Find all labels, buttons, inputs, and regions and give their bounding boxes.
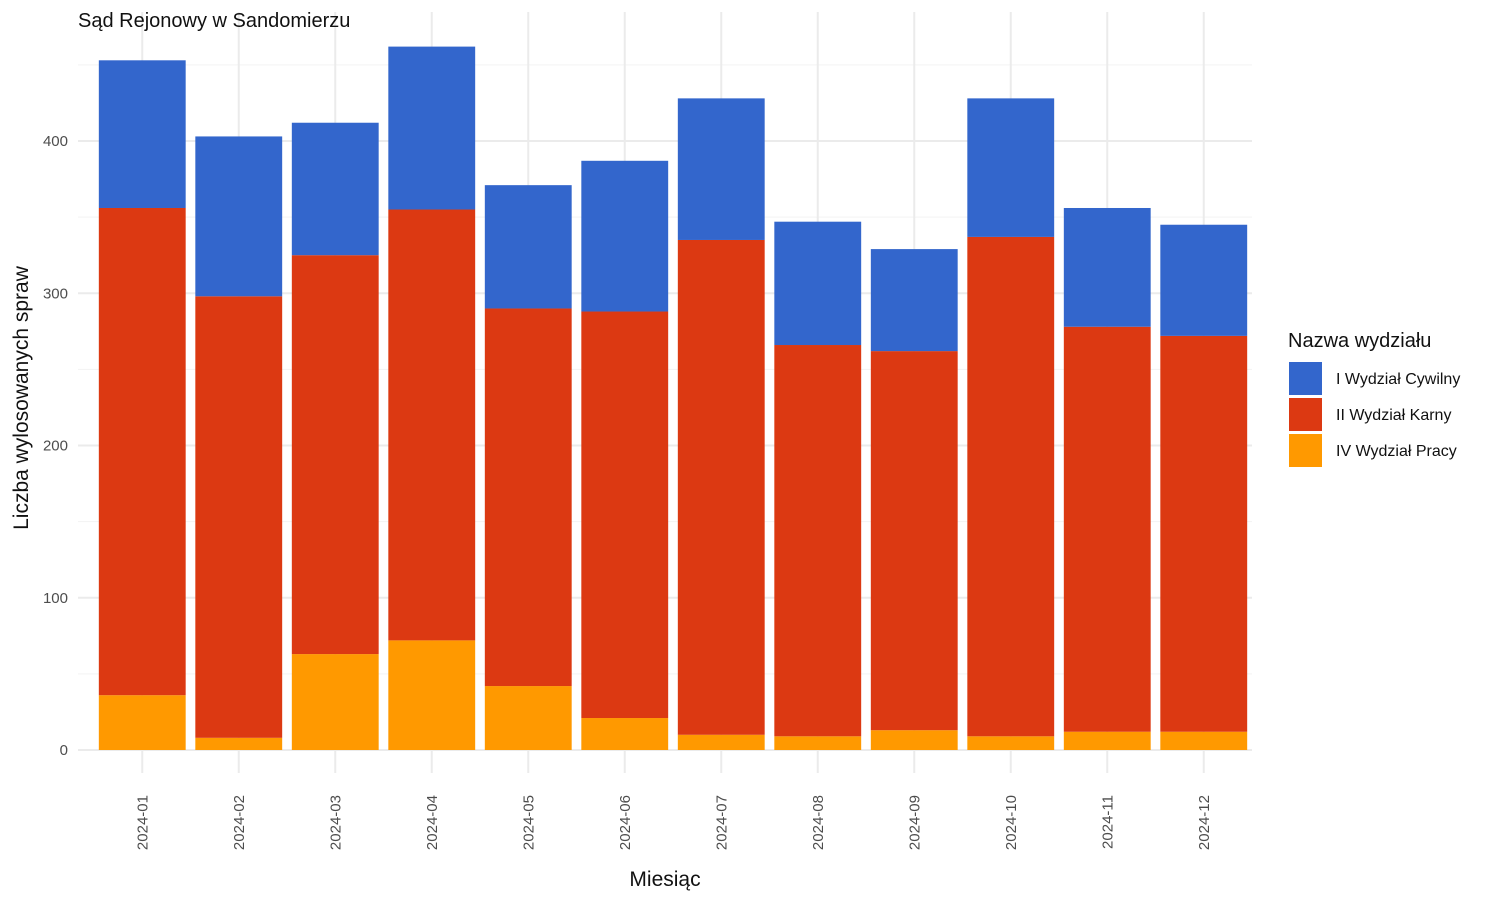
bar-segment	[195, 136, 283, 297]
bar-segment	[774, 345, 862, 737]
legend-label: I Wydział Cywilny	[1336, 371, 1460, 388]
bar-segment	[1063, 731, 1151, 750]
bar-segment	[291, 255, 379, 655]
bar-segment	[98, 695, 186, 750]
bar-segment	[1160, 731, 1248, 750]
x-axis-ticks: 2024-01 2024-02 2024-03 2024-04 2024-05 2024-…	[134, 795, 1213, 850]
bar-segment	[1160, 335, 1248, 732]
x-tick-label: 2024-12	[1196, 795, 1213, 850]
bar-segment	[677, 239, 765, 735]
bar-segment	[774, 736, 862, 750]
y-tick-label: 200	[43, 438, 68, 455]
y-axis-label: Liczba wylosowanych spraw	[10, 265, 33, 530]
bar-segment	[291, 654, 379, 750]
x-axis-label: Miesiąc	[629, 868, 700, 891]
bar-segment	[388, 209, 476, 641]
bar-segment	[1063, 326, 1151, 732]
x-tick-label: 2024-08	[810, 795, 827, 850]
x-tick-label: 2024-01	[134, 795, 151, 850]
bar-segment	[774, 221, 862, 346]
bar-segment	[291, 122, 379, 256]
bar-segment	[388, 46, 476, 210]
bar-segment	[967, 98, 1055, 237]
legend-title: Nazwa wydziału	[1288, 330, 1431, 352]
bar-segment	[1160, 224, 1248, 336]
bar-segment	[967, 236, 1055, 737]
legend-items: I Wydział Cywilny II Wydział Karny IV Wydz…	[1289, 362, 1460, 467]
bar-segment	[581, 160, 669, 312]
bar-segment	[388, 640, 476, 750]
legend: Nazwa wydziału I Wydział Cywilny II Wydzi…	[1288, 330, 1460, 467]
x-tick-label: 2024-06	[617, 795, 634, 850]
legend-swatch	[1289, 398, 1322, 431]
bars	[98, 46, 1248, 750]
y-tick-label: 100	[43, 590, 68, 607]
bar-segment	[870, 249, 958, 352]
bar-segment	[581, 311, 669, 719]
x-tick-label: 2024-05	[520, 795, 537, 850]
x-tick-label: 2024-09	[906, 795, 923, 850]
y-axis-ticks: 0 100 200 300 400	[43, 133, 68, 759]
legend-label: IV Wydział Pracy	[1336, 443, 1457, 460]
bar-segment	[870, 351, 958, 731]
chart-title: Sąd Rejonowy w Sandomierzu	[78, 10, 350, 32]
x-tick-label: 2024-03	[327, 795, 344, 850]
bar-segment	[484, 185, 572, 309]
bar-segment	[581, 718, 669, 750]
bar-segment	[195, 296, 283, 738]
bar-segment	[484, 686, 572, 750]
bar-segment	[1063, 207, 1151, 327]
legend-swatch	[1289, 434, 1322, 467]
legend-label: II Wydział Karny	[1336, 407, 1451, 424]
bar-segment	[484, 308, 572, 687]
legend-swatch	[1289, 362, 1322, 395]
x-tick-label: 2024-04	[424, 795, 441, 850]
bar-segment	[98, 207, 186, 696]
bar-segment	[967, 736, 1055, 750]
x-tick-label: 2024-11	[1099, 795, 1116, 849]
bar-segment	[677, 98, 765, 240]
bar-segment	[98, 60, 186, 208]
x-tick-label: 2024-10	[1003, 795, 1020, 850]
x-tick-label: 2024-07	[713, 795, 730, 850]
bar-segment	[677, 734, 765, 750]
y-tick-label: 300	[43, 285, 68, 302]
bar-segment	[870, 730, 958, 750]
x-tick-label: 2024-02	[231, 795, 248, 850]
y-tick-label: 0	[60, 742, 68, 759]
bar-segment	[195, 737, 283, 750]
y-tick-label: 400	[43, 133, 68, 150]
